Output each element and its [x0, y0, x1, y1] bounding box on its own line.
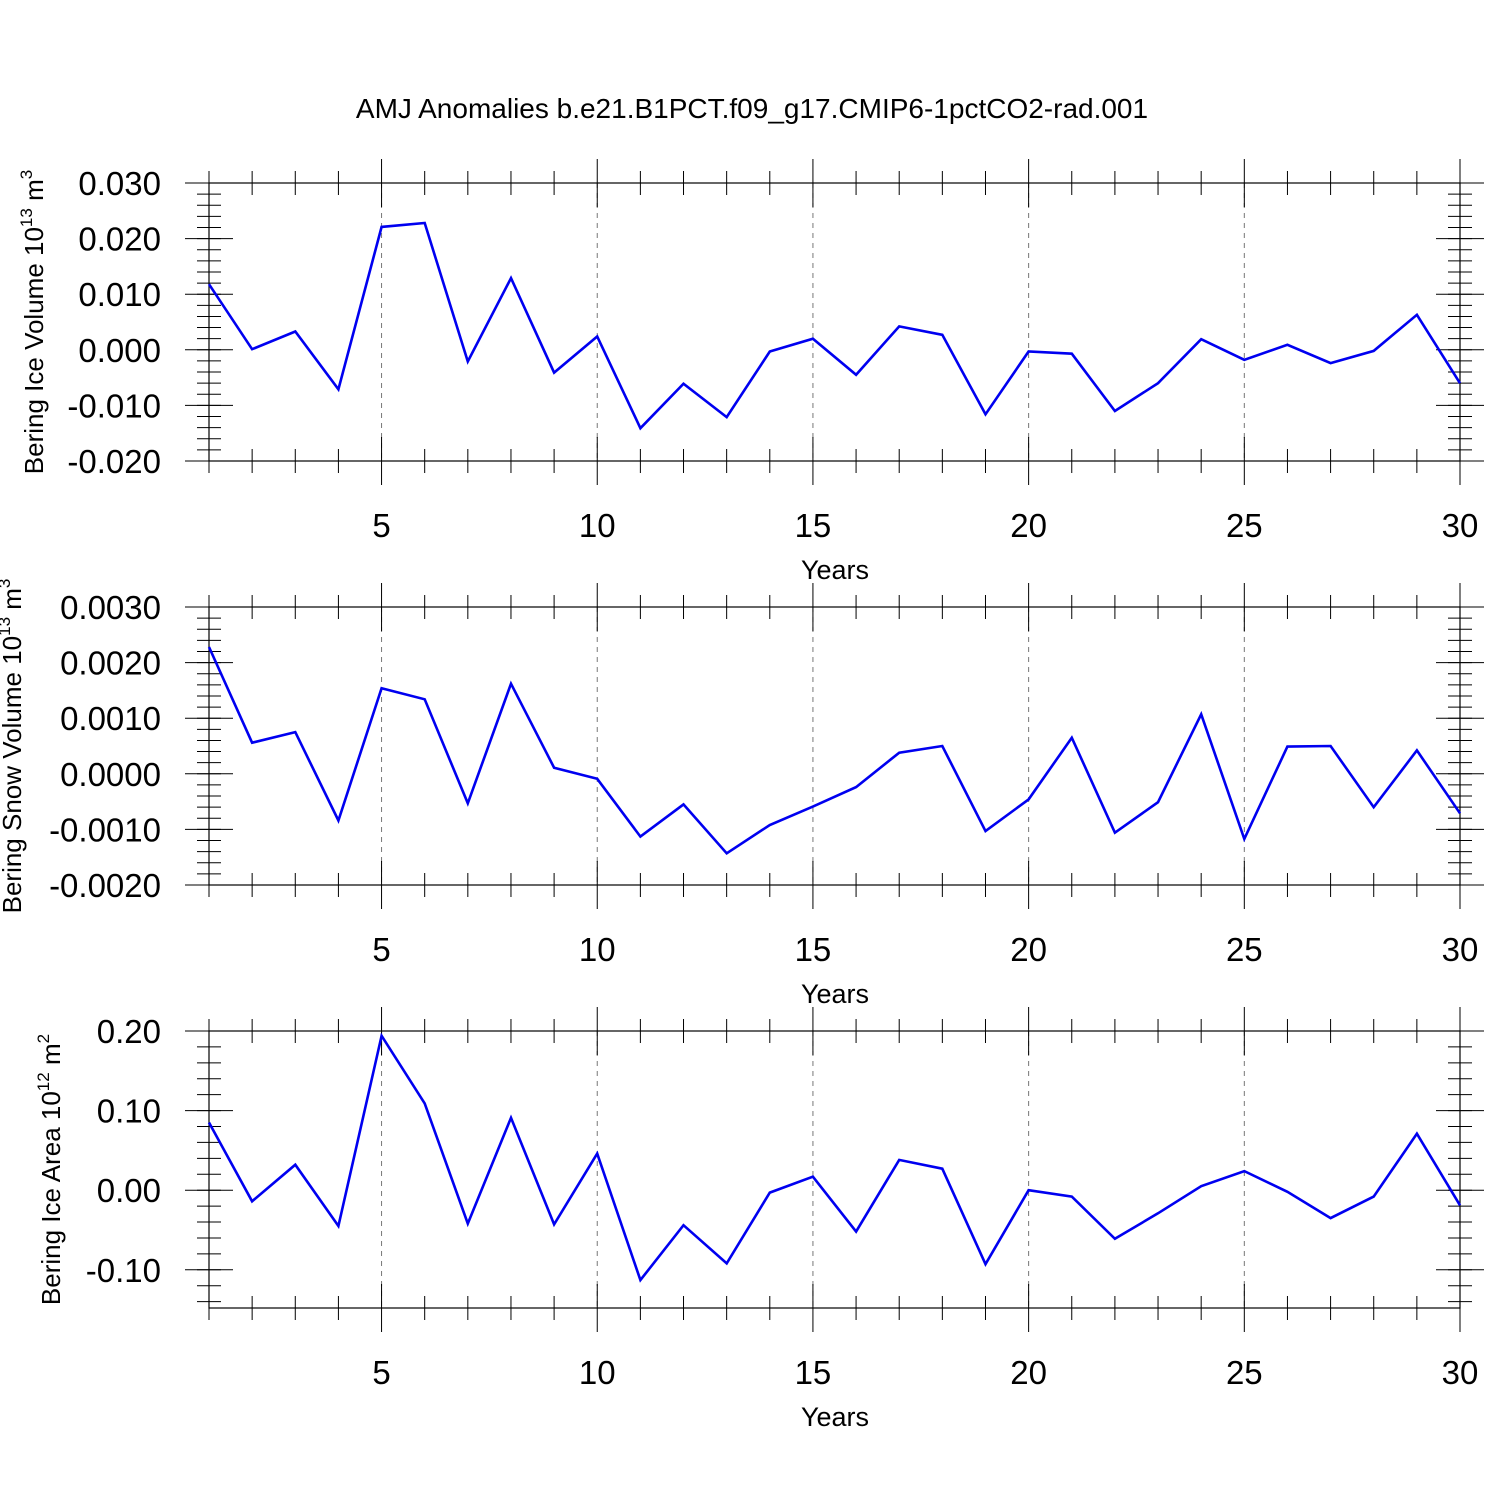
- x-tick-label: 20: [1010, 507, 1047, 544]
- chart-panels: 5 10 15 20 25 30 0.030 0.020 0.010 0.000 -0.010 -0.…: [0, 159, 1484, 1432]
- chart-title: AMJ Anomalies b.e21.B1PCT.f09_g17.CMIP6-…: [356, 93, 1148, 124]
- y-tick-label: -0.0020: [49, 867, 161, 904]
- x-tick-label: 25: [1226, 507, 1263, 544]
- y-axis-label: Bering Snow Volume 1013 m3: [0, 579, 27, 914]
- panel-ice-area: 5 10 15 20 25 30 0.20 0.10 0.00 -0.10 Years Bering …: [34, 1007, 1484, 1432]
- x-tick-label: 25: [1226, 931, 1263, 968]
- y-tick-label: 0.00: [97, 1172, 161, 1209]
- panel-ice-volume: 5 10 15 20 25 30 0.030 0.020 0.010 0.000 -0.010 -0.…: [17, 159, 1484, 585]
- x-axis-label: Years: [801, 1402, 869, 1432]
- y-tick-label: 0.10: [97, 1093, 161, 1130]
- y-tick-label: -0.020: [67, 443, 161, 480]
- y-tick-label: -0.10: [86, 1252, 161, 1289]
- x-axis-label: Years: [801, 555, 869, 585]
- y-tick-label: 0.0030: [60, 589, 161, 626]
- x-tick-label: 15: [795, 507, 832, 544]
- x-tick-label: 15: [795, 931, 832, 968]
- x-tick-label: 20: [1010, 931, 1047, 968]
- series-line: [207, 646, 1462, 856]
- x-tick-label: 25: [1226, 1354, 1263, 1391]
- y-tick-label: 0.010: [78, 276, 161, 313]
- series-line: [207, 221, 1462, 431]
- x-axis-label: Years: [801, 979, 869, 1009]
- x-tick-label: 30: [1442, 507, 1479, 544]
- y-tick-label: 0.0000: [60, 756, 161, 793]
- x-tick-label: 5: [372, 507, 390, 544]
- y-tick-label: 0.000: [78, 332, 161, 369]
- x-tick-label: 30: [1442, 931, 1479, 968]
- plot-frame: [208, 606, 1461, 886]
- y-tick-label: -0.010: [67, 387, 161, 424]
- x-tick-label: 5: [372, 1354, 390, 1391]
- y-tick-label: 0.0010: [60, 700, 161, 737]
- plot-frame: [208, 1030, 1461, 1309]
- x-tick-label: 30: [1442, 1354, 1479, 1391]
- x-tick-label: 10: [579, 507, 616, 544]
- y-tick-label: 0.20: [97, 1013, 161, 1050]
- x-tick-label: 15: [795, 1354, 832, 1391]
- x-tick-label: 5: [372, 931, 390, 968]
- y-axis-label: Bering Ice Area 1012 m2: [34, 1034, 66, 1305]
- y-tick-label: 0.030: [78, 165, 161, 202]
- panel-snow-volume: 5 10 15 20 25 30 0.0030 0.0020 0.0010 0.0000 -0.00…: [0, 579, 1484, 1009]
- y-tick-label: -0.0010: [49, 811, 161, 848]
- y-axis-label: Bering Ice Volume 1013 m3: [17, 170, 49, 474]
- plot-frame: [208, 182, 1461, 462]
- x-tick-label: 10: [579, 1354, 616, 1391]
- x-tick-label: 20: [1010, 1354, 1047, 1391]
- y-tick-label: 0.020: [78, 221, 161, 258]
- series-line: [207, 1032, 1462, 1283]
- y-tick-label: 0.0020: [60, 645, 161, 682]
- x-tick-label: 10: [579, 931, 616, 968]
